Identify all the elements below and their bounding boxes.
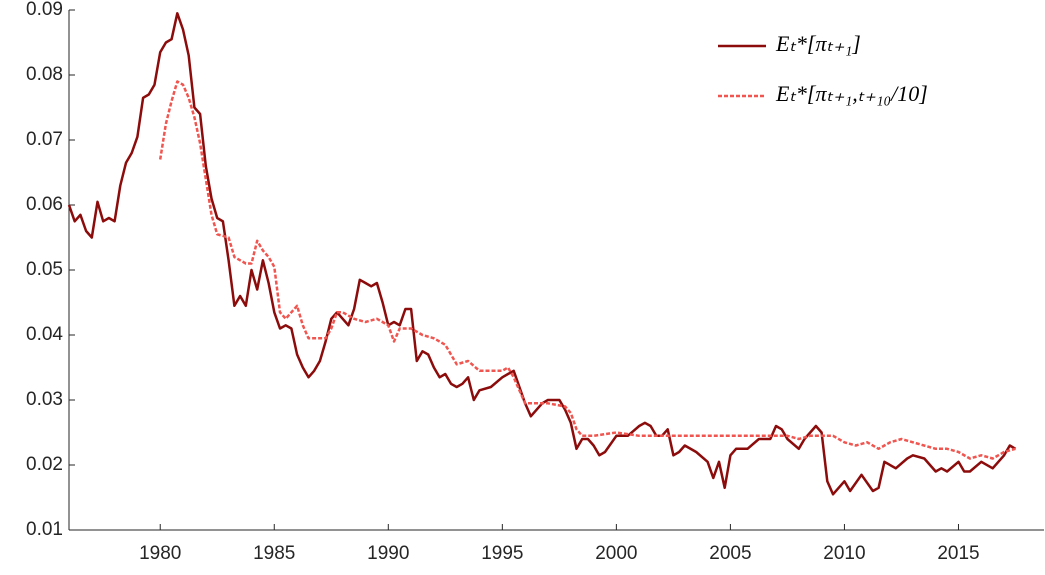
x-tick-label: 2005 — [709, 543, 751, 564]
x-tick-label: 1980 — [139, 543, 181, 564]
x-tick-label: 2000 — [595, 543, 637, 564]
series-line — [158, 80, 1016, 460]
y-tick-label: 0.07 — [26, 129, 63, 150]
legend-label: Eₜ*[πₜ₊₁,ₜ₊₁₀/10] — [775, 81, 928, 106]
y-tick-label: 0.08 — [26, 64, 63, 85]
y-tick-label: 0.02 — [26, 454, 63, 475]
legend-label: Eₜ*[πₜ₊₁] — [775, 31, 861, 56]
y-tick-label: 0.03 — [26, 389, 63, 410]
series-line — [67, 12, 1017, 496]
y-tick-label: 0.05 — [26, 259, 63, 280]
x-tick-label: 1985 — [253, 543, 295, 564]
x-tick-label: 1990 — [367, 543, 409, 564]
y-tick-label: 0.09 — [26, 0, 63, 20]
y-tick-label: 0.06 — [26, 194, 63, 215]
y-tick-label: 0.01 — [26, 519, 63, 540]
x-tick-label: 1995 — [481, 543, 523, 564]
x-tick-label: 2015 — [937, 543, 979, 564]
y-tick-label: 0.04 — [26, 324, 63, 345]
x-tick-label: 2010 — [823, 543, 865, 564]
